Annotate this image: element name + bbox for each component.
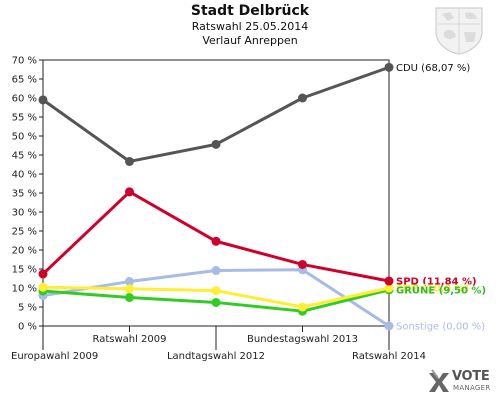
data-point-fdp bbox=[38, 282, 48, 292]
data-point-fdp bbox=[125, 284, 134, 294]
coat-of-arms-icon bbox=[435, 7, 483, 55]
data-point-spd bbox=[298, 259, 307, 269]
vote-manager-x-icon bbox=[429, 369, 449, 392]
data-point-fdp bbox=[384, 283, 394, 293]
data-point-fdp bbox=[298, 302, 307, 312]
data-point-sonstige bbox=[125, 277, 134, 287]
data-point-cdu bbox=[384, 62, 394, 72]
logo-text-manager: MANAGER bbox=[453, 384, 491, 392]
y-tick-label: 55 % bbox=[12, 113, 37, 124]
x-tick-label: Ratswahl 2009 bbox=[92, 334, 166, 345]
data-point-cdu bbox=[38, 95, 48, 105]
data-point-sonstige bbox=[384, 321, 394, 331]
data-point-fdp bbox=[211, 286, 221, 296]
y-tick-label: 65 % bbox=[12, 75, 37, 86]
y-tick-label: 50 % bbox=[12, 132, 37, 143]
y-tick-label: 40 % bbox=[12, 170, 37, 181]
y-tick-label: 15 % bbox=[12, 265, 37, 276]
y-tick-label: 35 % bbox=[12, 189, 37, 200]
y-tick-label: 20 % bbox=[12, 246, 37, 257]
series-end-label-spd: SPD (11,84 %) bbox=[396, 277, 477, 288]
vote-manager-logo: VOTE MANAGER bbox=[426, 368, 496, 396]
y-tick-label: 5 % bbox=[18, 303, 37, 314]
series-end-label-fdp: FDP (10,0 %) bbox=[396, 284, 469, 295]
y-tick-label: 45 % bbox=[12, 151, 37, 162]
data-point-spd bbox=[384, 276, 394, 286]
data-point-grüne bbox=[125, 293, 134, 302]
x-tick-label: Bundestagswahl 2013 bbox=[247, 334, 358, 345]
x-tick-label: Ratswahl 2014 bbox=[352, 351, 426, 362]
data-point-cdu bbox=[211, 139, 221, 149]
x-tick-label: Europawahl 2009 bbox=[11, 351, 98, 362]
data-point-grüne bbox=[211, 297, 221, 307]
y-tick-label: 60 % bbox=[12, 94, 37, 105]
y-tick-label: 0 % bbox=[18, 322, 37, 333]
chart-subtitle-election: Ratswahl 25.05.2014 bbox=[191, 20, 309, 33]
chart-title: Stadt Delbrück bbox=[190, 3, 310, 19]
data-point-cdu bbox=[298, 93, 307, 103]
data-point-spd bbox=[125, 187, 134, 197]
chart-header: Stadt Delbrück Ratswahl 25.05.2014 Verla… bbox=[0, 3, 500, 48]
logo-text-vote: VOTE bbox=[452, 369, 490, 384]
series-end-label-cdu: CDU (68,07 %) bbox=[396, 63, 470, 74]
y-tick-label: 70 % bbox=[12, 56, 37, 67]
y-tick-label: 10 % bbox=[12, 284, 37, 295]
series-end-label-grüne: GRÜNE (9,50 %) bbox=[396, 282, 486, 296]
data-point-sonstige bbox=[211, 266, 221, 276]
series-end-label-sonstige: Sonstige (0,00 %) bbox=[396, 322, 485, 333]
y-tick-label: 25 % bbox=[12, 227, 37, 238]
chart-subtitle-district: Verlauf Anreppen bbox=[202, 34, 298, 47]
y-tick-label: 30 % bbox=[12, 208, 37, 219]
data-point-spd bbox=[38, 269, 48, 279]
data-point-spd bbox=[211, 236, 221, 246]
data-point-cdu bbox=[125, 156, 134, 166]
x-tick-label: Landtagswahl 2012 bbox=[167, 351, 265, 362]
